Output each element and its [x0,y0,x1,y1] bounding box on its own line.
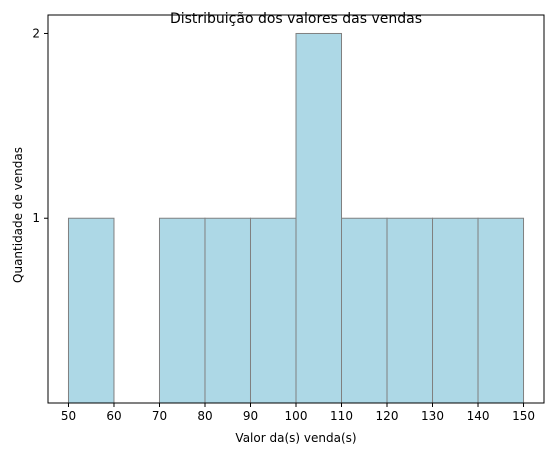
plot-frame [47,14,545,404]
x-tick-label: 140 [467,409,490,423]
histogram-bar-70-80 [158,217,206,404]
chart-title: Distribuição dos valores das vendas [170,11,422,27]
y-axis-ticks: 12 [32,26,48,225]
bars-group [67,32,525,404]
x-axis-ticks: 50 60 70 80 90 100 110 120 130 140 150 [61,403,535,423]
x-axis-label: Valor da(s) venda(s) [235,431,356,445]
x-tick-label: 60 [106,409,121,423]
histogram-bar-120-130 [386,217,434,404]
histogram-bar-130-140 [432,217,479,404]
x-tick-label: 130 [421,409,444,423]
x-tick-label: 80 [197,409,212,423]
histogram-bar-80-90 [204,217,251,404]
y-tick-label: 1 [32,211,40,225]
y-tick-label: 2 [32,26,40,40]
histogram-bar-50-60 [67,217,115,404]
x-tick-label: 100 [285,409,308,423]
x-tick-label: 50 [61,409,76,423]
y-axis-label: Quantidade de vendas [11,147,25,283]
x-tick-label: 110 [330,409,353,423]
histogram-bar-100-110 [295,32,343,404]
x-tick-label: 120 [376,409,399,423]
histogram-bar-90-100 [249,217,297,404]
histogram-bar-110-120 [341,217,388,404]
histogram-bar-140-150 [477,217,525,404]
x-tick-label: 90 [243,409,258,423]
x-tick-label: 70 [152,409,167,423]
x-tick-label: 150 [512,409,535,423]
